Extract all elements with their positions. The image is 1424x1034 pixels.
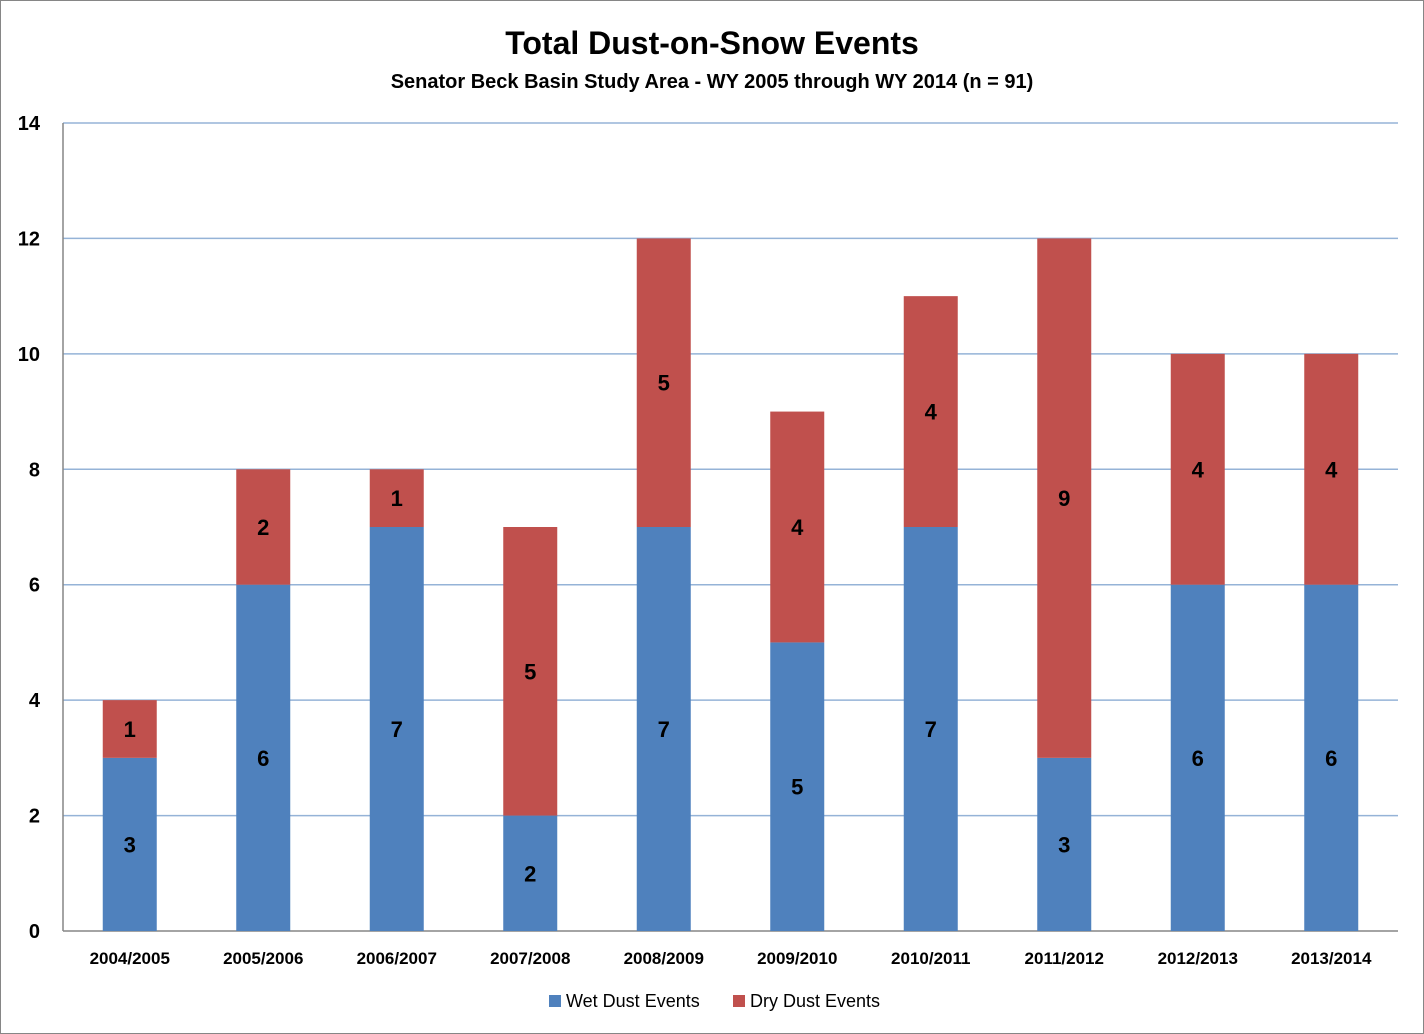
y-tick-label: 8	[29, 459, 40, 481]
wet-data-label: 7	[925, 717, 937, 742]
wet-bar-2013-2014	[1304, 584, 1359, 931]
y-axis-ticks: 0 2 4 6 8 10 12 14	[18, 113, 41, 943]
dry-data-label: 2	[257, 515, 269, 540]
wet-data-label: 3	[1058, 832, 1070, 857]
dry-data-label: 5	[524, 659, 536, 684]
wet-data-label: 2	[524, 861, 536, 886]
y-tick-label: 12	[18, 228, 40, 250]
wet-data-label: 7	[391, 717, 403, 742]
dry-data-label: 4	[925, 400, 938, 425]
wet-bar-2008-2009	[636, 527, 691, 931]
wet-bar-2010-2011	[903, 527, 958, 931]
x-tick-label: 2009/2010	[757, 949, 837, 968]
wet-data-label: 6	[257, 746, 269, 771]
wet-data-label: 7	[658, 717, 670, 742]
wet-data-label: 3	[124, 832, 136, 857]
wet-bar-2006-2007	[369, 527, 424, 931]
x-tick-label: 2013/2014	[1291, 949, 1372, 968]
x-tick-label: 2012/2013	[1158, 949, 1238, 968]
legend-label-dry: Dry Dust Events	[750, 991, 880, 1011]
dry-bar-2012-2013	[1170, 353, 1225, 585]
dry-data-label: 4	[1325, 457, 1338, 482]
wet-bar-2007-2008	[503, 815, 558, 931]
dry-data-label: 4	[1192, 457, 1205, 482]
dry-bar-2011-2012	[1037, 238, 1092, 758]
legend-swatch-wet	[549, 995, 561, 1007]
wet-bar-2011-2012	[1037, 757, 1092, 931]
dry-data-label: 1	[391, 486, 403, 511]
wet-bar-2005-2006	[236, 584, 291, 931]
wet-data-label: 6	[1325, 746, 1337, 771]
y-tick-label: 14	[18, 113, 41, 135]
x-tick-label: 2011/2012	[1025, 949, 1104, 968]
y-tick-label: 6	[29, 575, 40, 597]
dry-data-label: 1	[124, 717, 136, 742]
dry-data-label: 4	[791, 515, 804, 540]
x-tick-label: 2006/2007	[357, 949, 437, 968]
wet-bar-2004-2005	[102, 757, 157, 931]
legend: Wet Dust Events Dry Dust Events	[549, 991, 880, 1011]
y-tick-label: 2	[29, 806, 40, 828]
y-tick-label: 10	[18, 344, 40, 366]
x-tick-label: 2005/2006	[223, 949, 303, 968]
x-tick-label: 2008/2009	[624, 949, 704, 968]
dry-bar-2010-2011	[903, 296, 958, 527]
legend-label-wet: Wet Dust Events	[566, 991, 700, 1011]
wet-bar-2012-2013	[1170, 584, 1225, 931]
wet-data-label: 5	[791, 775, 803, 800]
legend-swatch-dry	[733, 995, 745, 1007]
wet-data-label: 6	[1192, 746, 1204, 771]
wet-bar-2009-2010	[770, 642, 825, 931]
chart-subtitle: Senator Beck Basin Study Area - WY 2005 …	[391, 71, 1034, 93]
y-tick-label: 0	[29, 921, 40, 943]
x-tick-label: 2007/2008	[490, 949, 570, 968]
dry-bar-2004-2005	[102, 700, 157, 758]
chart-title: Total Dust-on-Snow Events	[505, 25, 919, 61]
x-tick-label: 2004/2005	[90, 949, 170, 968]
bars	[102, 238, 1359, 931]
dry-bar-2008-2009	[636, 238, 691, 527]
dry-bar-2009-2010	[770, 411, 825, 643]
dry-data-label: 5	[658, 371, 670, 396]
dry-bar-2005-2006	[236, 469, 291, 585]
x-tick-label: 2010/2011	[891, 949, 970, 968]
x-axis-ticks: 2004/2005 2005/2006 2006/2007 2007/2008 2008…	[90, 949, 1372, 968]
y-tick-label: 4	[29, 690, 41, 712]
dry-bar-2006-2007	[369, 469, 424, 527]
dry-bar-2013-2014	[1304, 353, 1359, 585]
dry-bar-2007-2008	[503, 527, 558, 816]
dry-data-label: 9	[1058, 486, 1070, 511]
